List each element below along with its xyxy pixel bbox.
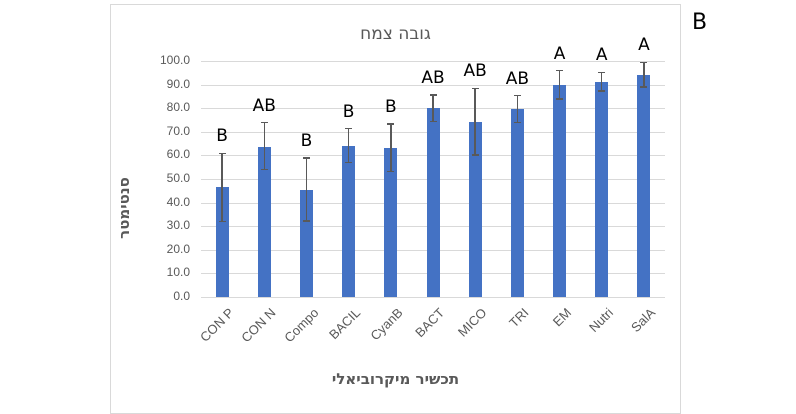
y-tick-label: 100.0 [159,53,190,67]
error-bar-cap [218,152,226,155]
x-tick-label: BACIL [326,305,364,343]
error-bar-cap [598,71,606,74]
error-bar-cap [471,154,479,156]
y-tick-label: 30.0 [166,218,190,233]
bar-compo [299,190,313,297]
y-tick-label: 90.0 [166,76,190,91]
error-bar [643,62,645,87]
error-bar [474,88,476,155]
y-tick-label: 70.0 [166,123,190,138]
error-bar [347,128,350,163]
y-axis-label: סנטימטר [115,177,133,239]
y-tick-label: 40.0 [166,194,190,209]
error-bar [263,122,266,170]
y-tick-label: 80.0 [166,100,190,115]
y-tick-label: 20.0 [166,241,190,256]
significance-label: B [216,126,228,147]
error-bar [221,153,223,222]
panel-label: B [692,10,708,35]
error-bar-cap [598,90,606,92]
bar-bact [426,108,440,297]
significance-label: AB [505,68,529,89]
error-bar [390,124,392,172]
error-bar-cap [471,87,479,90]
bar-sala [637,74,651,297]
bar-con-n [257,146,271,297]
error-bar [305,157,308,221]
bar-mico [468,122,482,297]
x-axis-label: תכשיר מיקרוביאלי [331,370,460,388]
error-bar [432,94,434,122]
error-bar-cap [302,220,310,222]
x-tick-label: BACT [412,305,448,341]
error-bar-cap [260,121,268,124]
error-bar-cap [218,220,226,223]
error-bar-cap [640,61,648,64]
x-tick-label: CON P [196,305,237,345]
significance-label: AB [421,67,445,88]
y-tick-label: 60.0 [166,147,190,162]
significance-label: AB [463,61,487,82]
error-bar-cap [429,94,437,96]
x-tick-label: TRI [506,305,532,331]
x-tick-label: Compo [280,305,322,346]
x-tick-label: CyanB [367,305,406,344]
x-tick-label: EM [549,305,575,330]
error-bar-cap [556,98,564,100]
x-tick-label: SalA [628,305,659,336]
chart-title: גובה צמח [360,24,431,44]
gridline [201,61,665,62]
significance-label: B [384,97,397,117]
error-bar [516,95,519,123]
error-bar-cap [345,161,353,164]
significance-label: B [342,101,355,122]
error-bar-cap [513,121,521,124]
y-tick-label: 0.0 [173,289,190,303]
error-bar-cap [345,127,353,130]
error-bar [558,70,561,99]
bar-bacil [342,145,356,297]
significance-label: AB [252,95,276,116]
error-bar [600,72,603,92]
significance-label: A [638,35,650,56]
bar-nutri [595,82,609,297]
gridline [201,297,665,298]
error-bar-cap [556,69,564,72]
significance-label: A [553,43,566,64]
y-tick-label: 50.0 [166,171,190,185]
x-tick-label: CON N [238,305,279,346]
error-bar-cap [302,157,310,159]
error-bar-cap [387,170,395,173]
error-bar-cap [260,168,268,171]
error-bar-cap [387,123,395,125]
error-bar-cap [640,86,648,88]
significance-label: B [300,130,313,151]
error-bar-cap [429,120,437,123]
bar-con-p [215,187,229,297]
x-tick-label: Nutri [586,305,617,336]
x-tick-label: MICO [455,305,490,340]
gridline [201,84,665,86]
bar-cyanb [384,148,398,297]
bar-tri [510,109,524,297]
significance-label: A [595,45,608,66]
error-bar-cap [513,94,521,97]
bar-em [553,85,567,297]
y-tick-label: 10.0 [166,265,190,280]
